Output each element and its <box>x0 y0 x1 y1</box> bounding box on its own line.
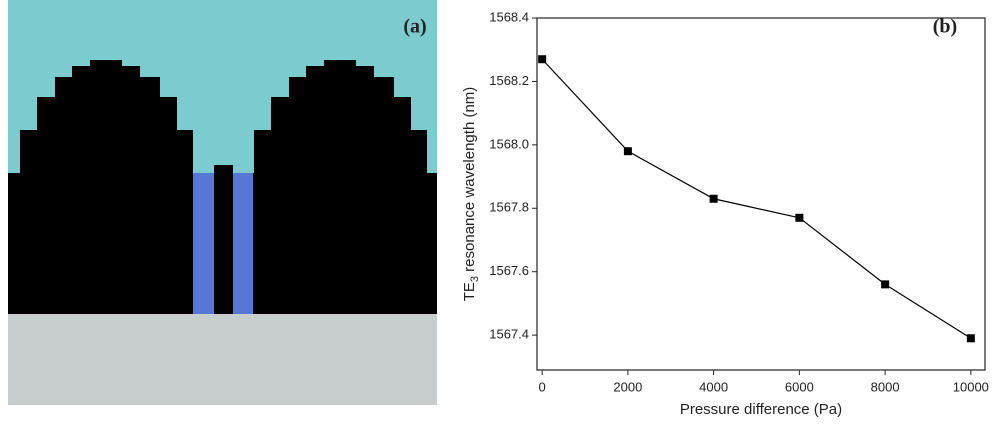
x-tick-label: 8000 <box>871 379 900 394</box>
data-point <box>966 334 975 343</box>
panel-label: (b) <box>933 16 957 38</box>
plot-frame <box>536 17 986 371</box>
x-tick-label: 10000 <box>953 379 989 394</box>
y-label-text: resonance wavelength (nm) <box>461 87 478 276</box>
y-tick-label: 1568.4 <box>489 9 529 24</box>
dome-right <box>254 60 427 173</box>
y-tick-label: 1568.0 <box>489 136 529 151</box>
y-tick-label: 1567.4 <box>489 327 529 342</box>
y-axis-label: TE3 resonance wavelength (nm) <box>461 87 481 302</box>
panel-a-diagram: (a) <box>8 0 437 405</box>
center-rail <box>214 165 233 314</box>
dome-left <box>20 60 193 173</box>
slot-right <box>233 173 253 314</box>
data-point <box>709 194 718 203</box>
data-point <box>538 55 547 64</box>
data-point <box>881 280 890 289</box>
y-tick-label: 1567.8 <box>489 200 529 215</box>
panel-label: (a) <box>403 16 426 38</box>
x-tick-label: 6000 <box>785 379 814 394</box>
data-point <box>623 147 632 156</box>
series-line <box>541 58 972 339</box>
slot-left <box>193 173 214 314</box>
x-tick-label: 0 <box>539 379 546 394</box>
x-axis-label: Pressure difference (Pa) <box>680 401 842 418</box>
data-point <box>795 213 804 222</box>
y-label-subscript: 3 <box>469 276 481 282</box>
x-tick-label: 2000 <box>613 379 642 394</box>
substrate <box>8 314 437 405</box>
y-tick-label: 1568.2 <box>489 73 529 88</box>
y-label-text: TE <box>461 282 478 301</box>
x-tick-label: 4000 <box>699 379 728 394</box>
y-tick-label: 1567.6 <box>489 263 529 278</box>
